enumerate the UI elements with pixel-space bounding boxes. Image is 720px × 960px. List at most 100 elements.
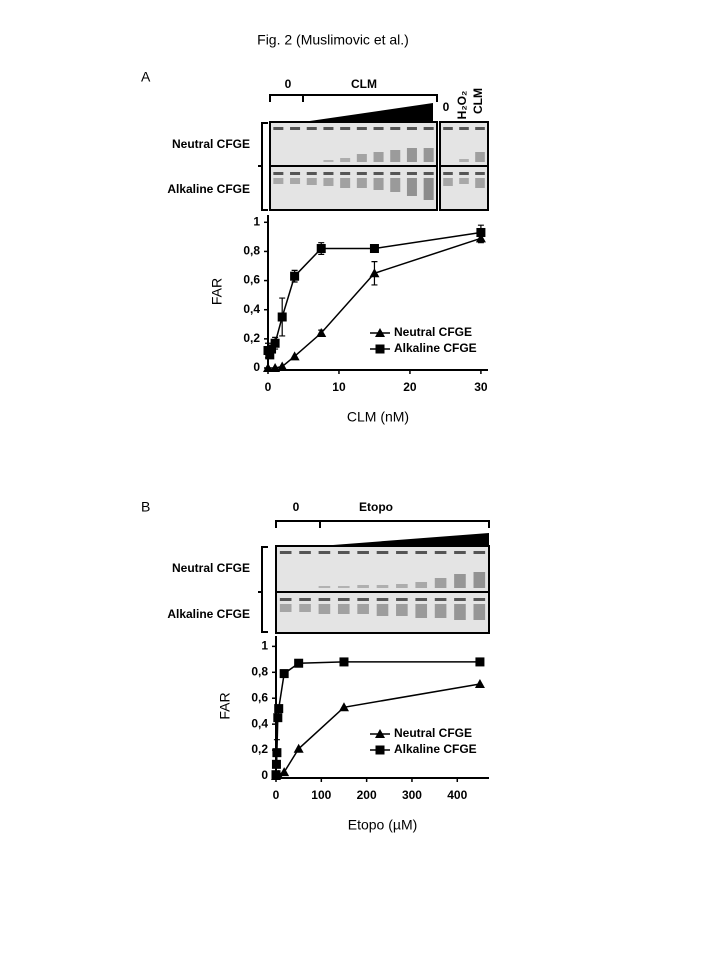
gel-smear [396, 604, 408, 616]
y-tick-label: 0,8 [251, 664, 268, 678]
gel-smear [306, 178, 317, 185]
gel-well-band [459, 172, 469, 175]
gel-well-band [306, 172, 317, 175]
gel-smear [443, 178, 453, 186]
gel-smear [454, 604, 466, 620]
gel-well-band [434, 551, 447, 554]
y-tick-label: 1 [253, 214, 260, 228]
gel-smear [475, 152, 485, 162]
gel-well-band [279, 551, 292, 554]
gel-smear [337, 586, 350, 588]
gel-smear [390, 178, 401, 192]
series-line [275, 661, 480, 775]
x-tick-label: 200 [357, 788, 377, 802]
gel-well-band [396, 598, 408, 601]
gel-well-band [415, 598, 428, 601]
gel-well-band [475, 172, 485, 175]
y-tick-label: 0,2 [243, 331, 260, 345]
legend-label: Neutral CFGE [394, 726, 472, 740]
y-tick-label: 0,2 [251, 742, 268, 756]
gel-smear [415, 582, 428, 588]
gel-well-band [459, 127, 469, 130]
gel-drug-label: CLM [351, 77, 377, 91]
gel-well-band [390, 127, 401, 130]
gel-well-band [376, 598, 389, 601]
gel-smear [415, 604, 428, 618]
control-label: CLM [471, 88, 485, 114]
data-point [316, 244, 326, 254]
data-point [274, 704, 284, 714]
gel-smear [406, 148, 417, 162]
legend-marker [375, 729, 385, 738]
data-point [294, 658, 304, 668]
panel-label: A [141, 69, 151, 85]
gel-well-band [373, 172, 384, 175]
y-tick-label: 0,6 [243, 273, 260, 287]
dose-wedge [303, 103, 433, 122]
gel-smear [299, 604, 311, 612]
data-point [289, 351, 300, 361]
gel-smear [340, 158, 351, 162]
gel-well-band [306, 127, 317, 130]
gel-well-band [434, 598, 447, 601]
gel-bracket [258, 122, 268, 211]
control-label: 0 [443, 100, 450, 114]
data-point [267, 344, 277, 354]
gel-well-band [356, 127, 367, 130]
gel-well-band [475, 127, 485, 130]
gel-smear [454, 574, 466, 588]
x-tick-label: 400 [447, 788, 467, 802]
data-point [277, 361, 288, 371]
gel-well-band [396, 551, 408, 554]
gel-smear [473, 604, 486, 620]
gel-well-band [299, 551, 311, 554]
gel-zero-label: 0 [293, 500, 300, 514]
x-axis-label: CLM (nM) [347, 409, 409, 425]
gel-smear [473, 572, 486, 588]
gel-smear [423, 178, 434, 200]
gel-well-band [473, 598, 486, 601]
legend-marker [375, 745, 385, 755]
gel-smear [434, 604, 447, 618]
y-tick-label: 0,4 [243, 302, 260, 316]
data-point [273, 713, 283, 723]
gel-smear [459, 178, 469, 184]
data-point [265, 350, 275, 360]
data-point [279, 669, 289, 679]
gel-well-band [323, 127, 334, 130]
gel-well-band [323, 172, 334, 175]
gel-well-band [423, 172, 434, 175]
gel-smear [396, 584, 408, 588]
gel-smear [459, 159, 469, 162]
data-point [475, 657, 485, 667]
x-tick-label: 30 [474, 380, 488, 394]
x-tick-label: 10 [332, 380, 346, 394]
gel-row-label: Alkaline CFGE [167, 607, 250, 621]
gel-smear [356, 178, 367, 188]
gel-well-band [337, 598, 350, 601]
data-point [316, 328, 327, 338]
gel-well-band [279, 598, 292, 601]
x-tick-label: 0 [265, 380, 272, 394]
y-axis-label: FAR [209, 278, 225, 305]
figure-title: Fig. 2 (Muslimovic et al.) [257, 32, 409, 48]
gel-well-band [356, 172, 367, 175]
data-point [290, 271, 300, 281]
y-tick-label: 0,4 [251, 716, 268, 730]
gel-smear [475, 178, 485, 188]
gel-smear [323, 178, 334, 186]
data-point [271, 770, 281, 780]
data-point [369, 268, 380, 278]
data-point [272, 748, 282, 758]
panel-label: B [141, 499, 150, 515]
gel-well-band [357, 551, 369, 554]
gel-well-band [273, 127, 284, 130]
x-tick-label: 100 [311, 788, 331, 802]
dose-bracket [275, 520, 490, 528]
data-point [263, 363, 273, 372]
gel-smear [273, 178, 284, 184]
gel-well-band [454, 551, 466, 554]
dose-bracket [269, 94, 438, 102]
gel-well-band [390, 172, 401, 175]
